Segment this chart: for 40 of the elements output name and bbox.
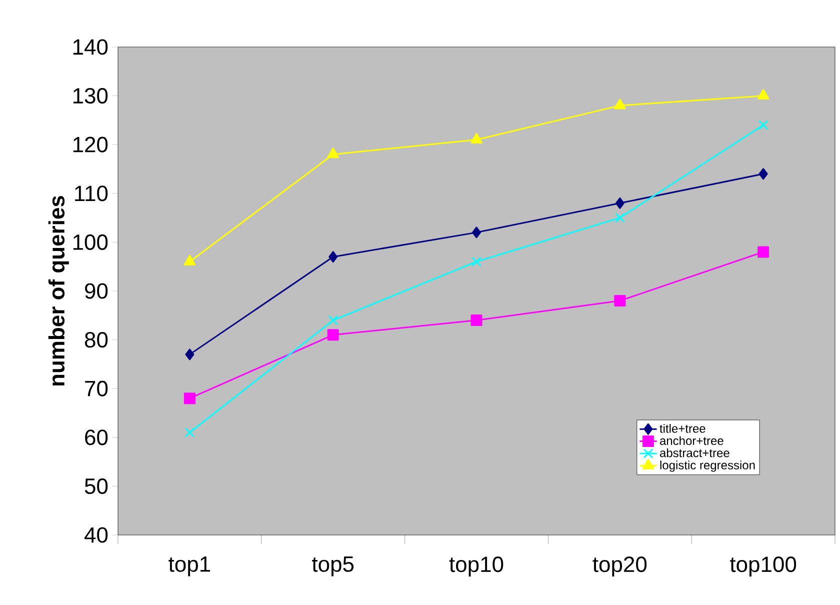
point [758, 246, 770, 258]
x-tick-label: top5 [312, 556, 354, 576]
point [470, 314, 482, 326]
point [328, 251, 338, 263]
point [470, 132, 482, 144]
x-tick-label: top10 [449, 556, 504, 576]
point [758, 120, 768, 130]
point [472, 226, 481, 238]
legend-label: anchor+tree [660, 436, 724, 445]
x-tick-label: top20 [592, 556, 647, 576]
y-tick-label: 90 [85, 283, 108, 299]
point [614, 98, 626, 110]
y-axis-title: number of queries [48, 196, 69, 386]
y-tick-label: 140 [73, 39, 108, 55]
y-tick-label: 80 [84, 332, 108, 348]
point [327, 148, 340, 158]
point [185, 348, 194, 360]
y-tick-label: 70 [85, 380, 108, 396]
point [614, 295, 626, 307]
point [472, 256, 482, 267]
x-tick-label: top1 [168, 556, 210, 576]
y-tick-label: 100 [73, 234, 108, 250]
y-tick-label: 60 [85, 430, 108, 446]
point [184, 392, 196, 404]
point [184, 428, 195, 438]
point [615, 197, 624, 209]
point [614, 212, 625, 223]
point [757, 89, 770, 100]
legend-label: logistic regression [660, 460, 755, 472]
point [327, 329, 339, 341]
y-tick-label: 50 [84, 478, 108, 494]
y-tick-label: 130 [73, 88, 108, 104]
legend-label: title+tree [660, 424, 706, 433]
y-tick-label: 40 [84, 527, 108, 543]
x-tick-label: top100 [730, 556, 796, 576]
legend-label: abstract+tree [660, 448, 730, 458]
point [758, 168, 768, 180]
y-tick-label: 120 [73, 136, 108, 152]
y-tick-label: 110 [75, 186, 108, 202]
point [328, 315, 338, 326]
